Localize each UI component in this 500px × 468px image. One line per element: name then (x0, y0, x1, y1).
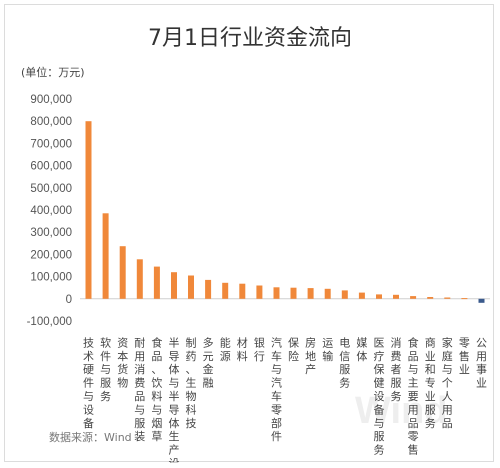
y-tick-label: 200,000 (30, 249, 72, 261)
bar (444, 297, 451, 299)
bar (307, 288, 314, 299)
x-tick-label: 技术硬件与设备 (83, 336, 94, 429)
x-tick-label: 消费者服务 (391, 335, 402, 403)
y-tick-label: 900,000 (30, 94, 72, 106)
bar (324, 288, 331, 299)
y-tick-label: 600,000 (30, 161, 72, 173)
x-tick-label: 运输 (322, 336, 333, 362)
bar (256, 285, 263, 299)
bar (239, 283, 246, 299)
bar (119, 246, 126, 299)
x-tick-label: 制药、生物科技 (186, 336, 197, 429)
axis-layer: -100,000 0 100,000 200,000 300,000 400,000 500… (27, 94, 490, 328)
x-tick-label: 能源 (220, 335, 231, 362)
x-tick-label: 材料 (237, 335, 248, 362)
bar (136, 259, 143, 299)
bar (478, 298, 485, 303)
y-tick-label: 300,000 (30, 227, 72, 239)
chart: Wind 7月1日行业资金流向 (单位：万元) -100,000 0 100,000… (21, 26, 490, 463)
chart-frame: Wind 7月1日行业资金流向 (单位：万元) -100,000 0 100,000… (4, 4, 494, 463)
bar (393, 294, 399, 299)
y-tick-label: 0 (66, 294, 72, 306)
bar (461, 298, 468, 300)
y-tick-label: 500,000 (30, 183, 72, 195)
bar (153, 266, 160, 299)
bar (410, 296, 417, 299)
bar (358, 292, 365, 299)
x-tick-label: 公用事业 (476, 336, 487, 389)
x-tick-label: 食品与主要用品零售 (408, 335, 419, 456)
unit-label: (单位：万元) (21, 65, 85, 79)
x-tick-label: 多元金融 (203, 335, 214, 389)
bar (341, 290, 348, 299)
y-tick-label: 100,000 (30, 272, 72, 284)
watermark: Wind (355, 390, 448, 432)
x-tick-label: 家庭与个人用品 (442, 335, 453, 429)
bar (376, 294, 382, 299)
bar (171, 272, 177, 299)
x-tick-label: 医疗保健设备与服务 (374, 336, 385, 456)
bar (222, 282, 229, 299)
bar (290, 287, 297, 299)
y-tick-label: -100,000 (27, 316, 72, 328)
bar-layer (85, 121, 485, 303)
x-tick-label: 银行 (254, 335, 265, 362)
bar (205, 279, 212, 299)
bar (188, 275, 194, 299)
bar (102, 213, 109, 299)
y-tick-label: 400,000 (30, 205, 72, 217)
x-tick-label: 资本货物 (117, 336, 128, 389)
chart-title: 7月1日行业资金流向 (148, 26, 352, 51)
x-tick-label: 保险 (288, 335, 299, 362)
x-tick-label: 电信服务 (339, 336, 350, 389)
bar (85, 121, 92, 299)
x-tick-label: 半导体与半导体生产设备 (169, 335, 180, 463)
x-tick-label: 食品、饮料与烟草 (151, 335, 162, 443)
x-tick-label: 零售业 (459, 336, 470, 376)
x-tick-label: 房地产 (305, 336, 316, 376)
y-tick-label: 700,000 (30, 138, 72, 150)
bar (273, 287, 280, 299)
x-tick-label: 软件与服务 (100, 335, 111, 403)
x-tick-labels: 技术硬件与设备软件与服务资本货物耐用消费品与服装食品、饮料与烟草半导体与半导体生… (83, 335, 487, 463)
x-tick-label: 汽车与汽车零部件 (271, 335, 282, 443)
x-tick-label: 媒体 (356, 336, 367, 362)
y-tick-label: 800,000 (30, 116, 72, 128)
source-note: 数据来源：Wind (49, 430, 132, 444)
x-tick-label: 商业和专业服务 (425, 335, 436, 429)
x-tick-label: 耐用消费品与服装 (134, 336, 145, 443)
bar (427, 297, 434, 299)
